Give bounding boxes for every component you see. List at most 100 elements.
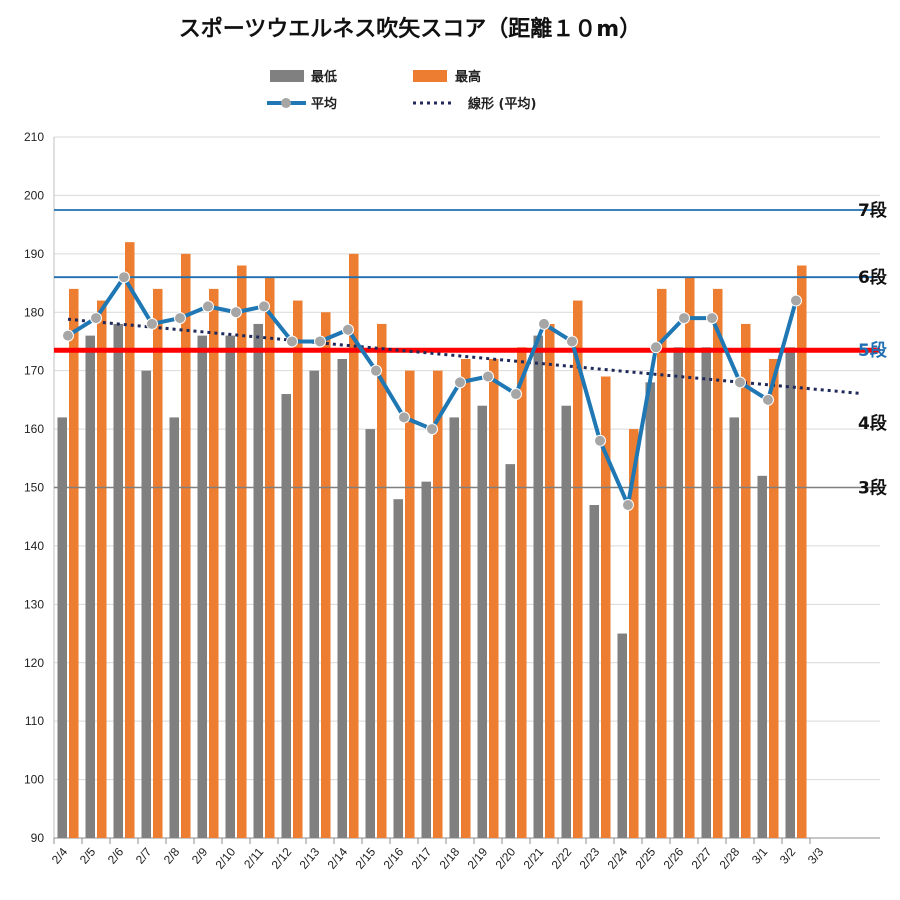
average-point <box>426 423 438 436</box>
y-tick-label: 160 <box>24 422 44 436</box>
bar-max <box>629 429 639 838</box>
y-tick-label: 130 <box>24 597 44 611</box>
bar-max <box>321 312 331 838</box>
x-tick-label: 2/21 <box>521 845 547 872</box>
x-tick-label: 2/15 <box>353 845 379 872</box>
average-point <box>258 300 270 313</box>
bar-min <box>169 417 179 838</box>
bar-min <box>701 347 711 838</box>
average-point <box>790 294 802 307</box>
y-tick-label: 150 <box>24 481 44 495</box>
average-point <box>314 335 326 348</box>
bar-max <box>349 253 359 839</box>
x-tick-label: 2/4 <box>49 845 71 867</box>
legend: 最低 最高 平均 線形 (平均) <box>267 69 536 112</box>
bar-max <box>769 358 779 838</box>
bar-min <box>533 335 543 838</box>
x-tick-label: 2/9 <box>189 845 211 867</box>
average-point <box>202 300 214 313</box>
average-point <box>90 312 102 325</box>
average-point <box>566 335 578 348</box>
bar-min <box>617 633 627 838</box>
y-tick-label: 110 <box>25 714 44 728</box>
y-tick-label: 100 <box>24 773 44 787</box>
reference-label: 7段 <box>858 200 887 221</box>
bar-min <box>393 499 403 838</box>
x-tick-label: 2/25 <box>633 845 659 872</box>
x-tick-label: 2/28 <box>717 845 743 872</box>
average-point <box>398 411 410 424</box>
plot-area: 90 100 110 120 130 140 150 160 170 180 190 200 210 2/… <box>24 130 887 872</box>
x-tick-label: 2/7 <box>133 845 155 867</box>
x-tick-label: 2/20 <box>493 845 519 872</box>
x-tick-label: 2/6 <box>105 845 127 867</box>
average-point <box>454 376 466 389</box>
x-tick-label: 2/22 <box>549 845 575 872</box>
x-tick-label: 2/14 <box>325 845 351 872</box>
x-tick-label: 2/23 <box>577 845 603 872</box>
bar-max <box>125 242 135 838</box>
bar-max <box>237 265 247 838</box>
bar-max <box>209 288 219 839</box>
bar-max <box>713 288 723 839</box>
bar-min <box>505 464 515 838</box>
bar-max <box>657 288 667 839</box>
average-point <box>174 312 186 325</box>
y-tick-label: 190 <box>24 247 44 261</box>
bar-min <box>225 335 235 838</box>
y-tick-label: 140 <box>24 539 44 553</box>
y-tick-label: 170 <box>24 364 44 378</box>
average-point <box>286 335 298 348</box>
bar-max <box>265 277 275 838</box>
bar-max <box>405 370 415 838</box>
average-point <box>622 499 634 512</box>
bar-min <box>141 370 151 838</box>
average-point <box>230 306 242 319</box>
x-tick-label: 2/11 <box>241 845 266 871</box>
bar-max <box>461 358 471 838</box>
reference-label: 6段 <box>858 267 887 288</box>
x-tick-label: 2/16 <box>381 845 407 872</box>
bar-min <box>645 382 655 838</box>
bar-max <box>433 370 443 838</box>
bar-min <box>449 417 459 838</box>
x-tick-label: 3/3 <box>805 845 827 867</box>
bar-min <box>365 429 375 838</box>
average-point <box>706 312 718 325</box>
bar-max <box>153 288 163 839</box>
average-point <box>650 341 662 354</box>
legend-label-min: 最低 <box>311 69 337 85</box>
bar-min <box>281 394 291 838</box>
bar-min <box>309 370 319 838</box>
reference-label: 4段 <box>858 413 887 434</box>
average-point <box>538 317 550 330</box>
legend-label-avg: 平均 <box>311 96 337 112</box>
bar-min <box>757 475 767 838</box>
average-point <box>370 364 382 377</box>
bar-max <box>573 300 583 839</box>
y-tick-label: 180 <box>24 305 44 319</box>
bar-min <box>85 335 95 838</box>
bar-max <box>293 300 303 839</box>
x-tick-label: 3/2 <box>777 845 799 867</box>
bar-min <box>589 505 599 838</box>
average-point <box>678 312 690 325</box>
bar-max <box>489 358 499 838</box>
legend-swatch-min <box>270 70 304 82</box>
x-tick-label: 3/1 <box>749 845 771 867</box>
y-tick-label: 210 <box>24 130 44 144</box>
bar-min <box>561 405 571 838</box>
bar-min <box>253 323 263 838</box>
x-tick-label: 2/10 <box>213 845 239 872</box>
average-point <box>762 393 774 406</box>
x-tick-label: 2/27 <box>689 845 715 872</box>
bar-min <box>57 417 67 838</box>
legend-label-trend: 線形 (平均) <box>468 96 536 112</box>
x-tick-label: 2/12 <box>269 845 295 872</box>
bar-min <box>337 358 347 838</box>
bar-max <box>797 265 807 838</box>
bar-min <box>113 323 123 838</box>
average-point <box>62 329 74 342</box>
reference-label: 5段 <box>858 340 887 361</box>
average-point <box>482 370 494 383</box>
